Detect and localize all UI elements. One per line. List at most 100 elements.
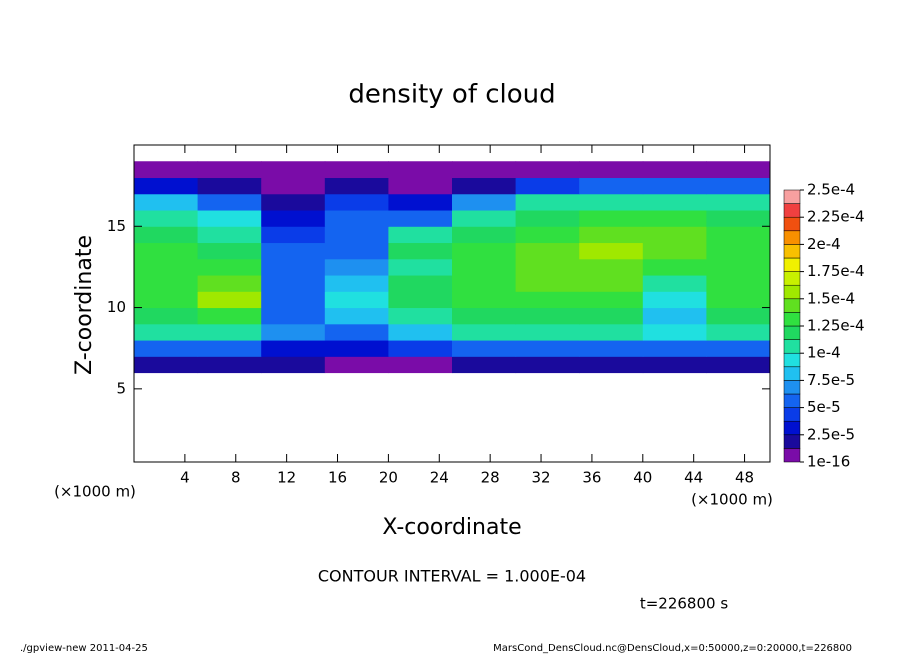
contour-cell bbox=[324, 291, 389, 309]
contour-cell bbox=[452, 193, 517, 211]
contour-cell bbox=[197, 307, 262, 325]
contour-cell bbox=[706, 323, 771, 341]
colorbar-label: 1e-4 bbox=[807, 344, 841, 362]
contour-cell bbox=[579, 161, 644, 179]
contour-cell bbox=[452, 258, 517, 276]
contour-cell bbox=[388, 356, 453, 374]
contour-cell bbox=[706, 258, 771, 276]
footer-right: MarsCond_DensCloud.nc@DensCloud,x=0:5000… bbox=[493, 643, 852, 654]
colorbar-swatch bbox=[783, 312, 801, 327]
contour-cell bbox=[388, 340, 453, 357]
x-tick-label: 24 bbox=[430, 469, 449, 487]
contour-cell bbox=[515, 307, 580, 325]
colorbar-swatch bbox=[783, 448, 801, 463]
colorbar-label: 1.25e-4 bbox=[807, 317, 865, 335]
plot-frame bbox=[133, 144, 771, 463]
contour-cell bbox=[452, 226, 517, 244]
contour-cell bbox=[261, 193, 326, 211]
contour-cell bbox=[261, 340, 326, 357]
contour-cell bbox=[642, 258, 707, 276]
contour-cell bbox=[197, 356, 262, 374]
contour-cell bbox=[134, 340, 199, 357]
contour-cell bbox=[515, 242, 580, 260]
colorbar-swatch bbox=[783, 216, 801, 232]
colorbar-label: 2e-4 bbox=[807, 235, 841, 253]
x-unit: (×1000 m) bbox=[691, 491, 773, 509]
y-tick-label: 5 bbox=[116, 379, 126, 397]
contour-cell bbox=[579, 193, 644, 211]
contour-cell bbox=[324, 356, 389, 374]
contour-cell bbox=[261, 258, 326, 276]
chart-title: density of cloud bbox=[348, 80, 555, 110]
x-tick-label: 20 bbox=[379, 469, 398, 487]
contour-cell bbox=[452, 323, 517, 341]
contour-cell bbox=[452, 275, 517, 292]
contour-cell bbox=[452, 307, 517, 325]
contour-cell bbox=[452, 177, 517, 195]
contour-cell bbox=[261, 226, 326, 244]
x-tick-label: 4 bbox=[180, 469, 190, 487]
contour-cell bbox=[706, 275, 771, 292]
contour-cell bbox=[642, 210, 707, 227]
time-label: t=226800 s bbox=[640, 595, 728, 613]
contour-cell bbox=[515, 161, 580, 179]
colorbar-label: 7.5e-5 bbox=[807, 371, 855, 389]
contour-cell bbox=[706, 226, 771, 244]
contour-cell bbox=[324, 307, 389, 325]
contour-cell bbox=[324, 226, 389, 244]
contour-cell bbox=[706, 193, 771, 211]
colorbar-swatch bbox=[783, 325, 801, 340]
contour-cell bbox=[261, 242, 326, 260]
contour-cell bbox=[515, 356, 580, 374]
contour-cell bbox=[324, 275, 389, 292]
contour-cell bbox=[388, 161, 453, 179]
x-tick-label: 48 bbox=[735, 469, 754, 487]
x-tick-label: 40 bbox=[633, 469, 652, 487]
contour-cell bbox=[324, 323, 389, 341]
contour-cell bbox=[324, 193, 389, 211]
contour-cell bbox=[452, 210, 517, 227]
x-axis-label: X-coordinate bbox=[382, 515, 521, 540]
contour-cell bbox=[324, 258, 389, 276]
contour-cell bbox=[579, 323, 644, 341]
contour-cell bbox=[134, 356, 199, 374]
contour-cell bbox=[452, 356, 517, 374]
contour-cell bbox=[134, 242, 199, 260]
contour-cell bbox=[452, 161, 517, 179]
contour-cell bbox=[388, 323, 453, 341]
colorbar-swatch bbox=[783, 230, 801, 245]
contour-cell bbox=[642, 275, 707, 292]
contour-cell bbox=[706, 356, 771, 374]
contour-cell bbox=[642, 291, 707, 309]
contour-cell bbox=[324, 340, 389, 357]
contour-cell bbox=[261, 161, 326, 179]
contour-cell bbox=[197, 226, 262, 244]
contour-cell bbox=[579, 177, 644, 195]
contour-note: CONTOUR INTERVAL = 1.000E-04 bbox=[318, 567, 586, 586]
colorbar-swatch bbox=[783, 189, 801, 204]
contour-cell bbox=[706, 340, 771, 357]
colorbar-swatch bbox=[783, 244, 801, 259]
contour-cell bbox=[197, 242, 262, 260]
colorbar-swatch bbox=[783, 203, 801, 218]
contour-cell bbox=[197, 210, 262, 227]
contour-cell bbox=[134, 258, 199, 276]
colorbar-swatch bbox=[783, 271, 801, 286]
y-tick-label: 10 bbox=[107, 298, 126, 316]
contour-cell bbox=[134, 177, 199, 195]
contour-cell bbox=[388, 242, 453, 260]
contour-cell bbox=[197, 161, 262, 179]
contour-cell bbox=[515, 291, 580, 309]
contour-cell bbox=[134, 226, 199, 244]
contour-cell bbox=[579, 340, 644, 357]
contour-cell bbox=[579, 291, 644, 309]
contour-cell bbox=[642, 177, 707, 195]
contour-cell bbox=[261, 275, 326, 292]
contour-cell bbox=[134, 210, 199, 227]
contour-cell bbox=[579, 226, 644, 244]
contour-cell bbox=[515, 323, 580, 341]
contour-cell bbox=[515, 340, 580, 357]
contour-cell bbox=[197, 193, 262, 211]
colorbar-label: 1e-16 bbox=[807, 453, 850, 471]
